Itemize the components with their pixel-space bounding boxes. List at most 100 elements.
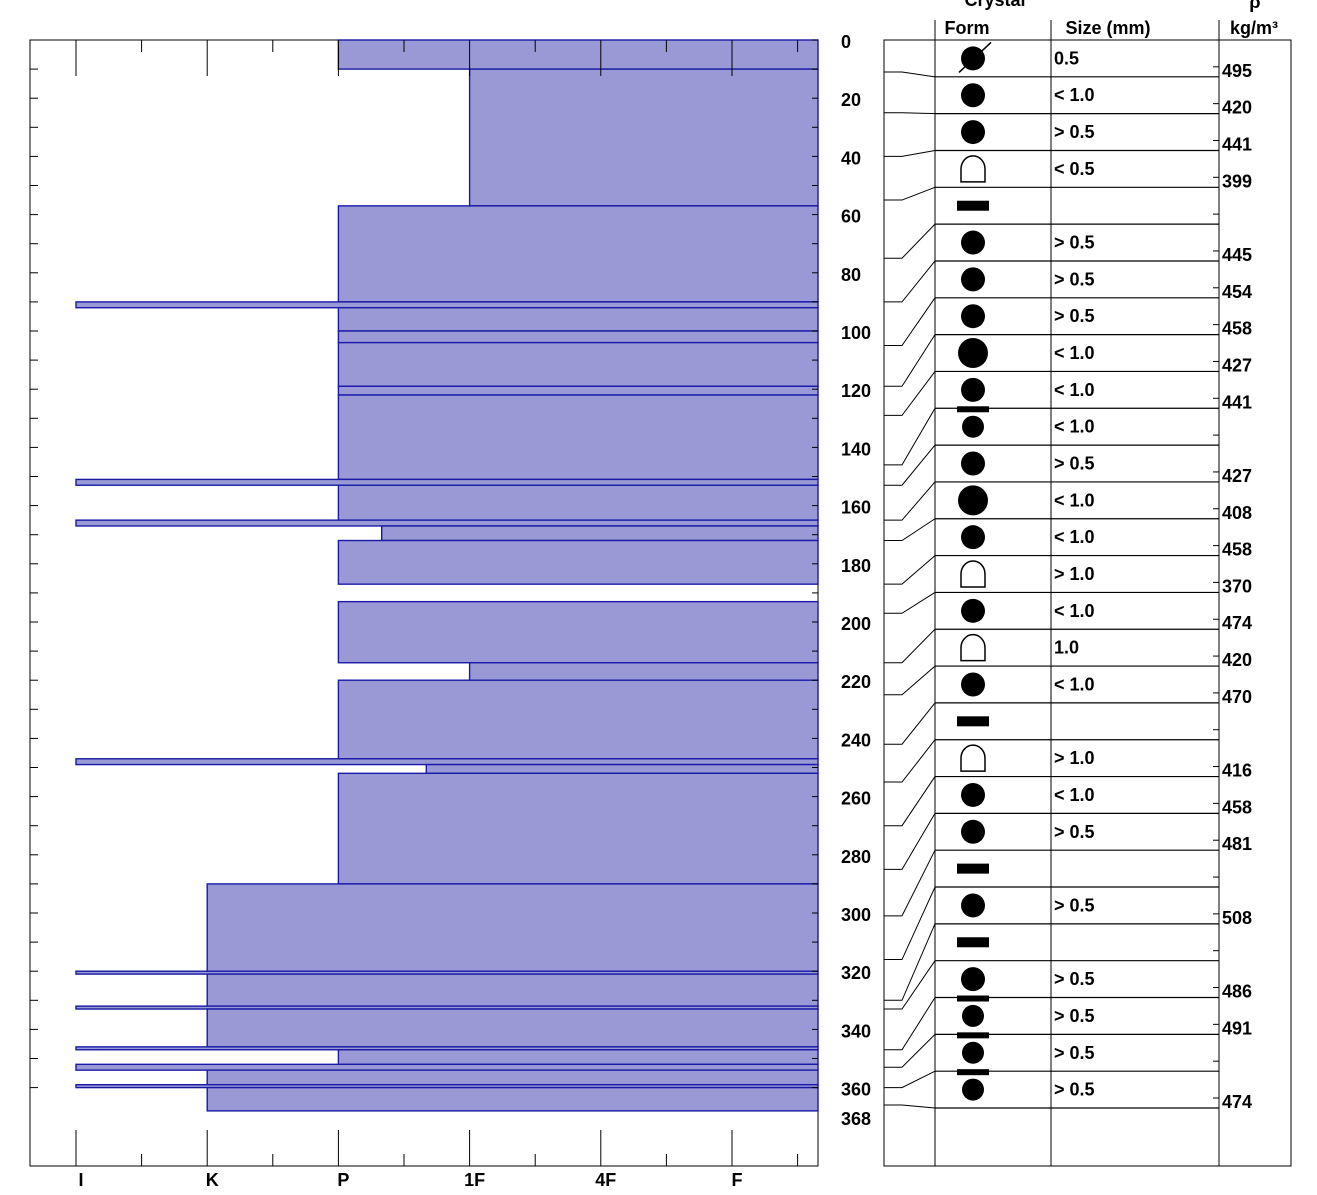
crystal-round-icon: [961, 598, 985, 623]
hardness-tick-label: I: [78, 1170, 83, 1190]
depth-tick-label: 40: [841, 148, 861, 168]
depth-tick-label: 60: [841, 207, 861, 227]
crystal-round-icon: [961, 525, 985, 550]
depth-tick-label: 340: [841, 1021, 871, 1041]
hardness-panel: I K P 1F 4F F: [29, 39, 819, 1190]
layer-link-line: [884, 1104, 936, 1109]
crystal-depth-hoar-icon: [960, 155, 986, 183]
hardness-bar: [206, 973, 819, 1007]
crystal-round-icon: [961, 967, 985, 992]
depth-tick-label: 240: [841, 730, 871, 750]
crystal-bar-icon: [957, 1069, 989, 1076]
hardness-bar: [75, 758, 819, 766]
density-label: 474: [1222, 1092, 1252, 1112]
crystal-size-label: > 0.5: [1054, 969, 1095, 989]
hardness-bar: [468, 662, 819, 681]
hardness-bar: [337, 341, 819, 387]
table-header: Crystal Form Size (mm) ρ kg/m³: [945, 0, 1279, 38]
crystal-round-icon: [958, 338, 988, 369]
crystal-round-icon: [961, 120, 985, 145]
layer-link-line: [884, 997, 936, 1051]
crystal-round-icon: [961, 267, 985, 292]
crystal-depth-hoar-icon: [960, 560, 986, 588]
crystal-round-icon: [962, 1004, 984, 1027]
hardness-bar: [75, 301, 819, 309]
crystal-size-label: < 1.0: [1054, 527, 1095, 547]
hardness-bar: [206, 1069, 819, 1086]
crystal-size-label: < 1.0: [1054, 85, 1095, 105]
hardness-bar: [337, 772, 819, 885]
depth-tick-label: 140: [841, 439, 871, 459]
layer-link-line: [884, 555, 936, 585]
crystal-size-label: > 0.5: [1054, 233, 1095, 253]
crystal-round-icon: [962, 1078, 984, 1101]
layer-link-line: [884, 960, 936, 1010]
depth-tick-label: 368: [841, 1109, 871, 1129]
density-label: 427: [1222, 466, 1252, 486]
layer-link-line: [884, 886, 936, 961]
layer-link-line: [884, 481, 936, 521]
density-label: 420: [1222, 650, 1252, 670]
density-label: 370: [1222, 576, 1252, 596]
crystal-round-icon: [961, 451, 985, 476]
depth-tick-label: 280: [841, 847, 871, 867]
crystal-round-icon: [961, 672, 985, 697]
crystal-size-label: > 0.5: [1054, 306, 1095, 326]
crystal-size-label: 0.5: [1054, 48, 1079, 68]
depth-tick-label: 180: [841, 556, 871, 576]
crystal-bar-icon: [957, 716, 989, 727]
density-label: 458: [1222, 797, 1252, 817]
layer-link-line: [884, 702, 936, 745]
layer-link-line: [884, 1033, 936, 1068]
hardness-bar: [337, 1049, 819, 1066]
hardness-tick-label: 1F: [464, 1170, 485, 1190]
crystal-slash-icon: [958, 41, 992, 73]
hardness-bar: [337, 539, 819, 585]
crystal-round-icon: [961, 819, 985, 844]
crystal-size-label: > 0.5: [1054, 895, 1095, 915]
layer-link-line: [884, 334, 936, 387]
depth-axis: 0 20 40 60 80 100 120 140 160 180 200 220 240 260 280 3…: [812, 32, 871, 1129]
layer-link-line: [884, 813, 936, 870]
crystal-depth-hoar-icon: [960, 744, 986, 772]
crystal-size-label: > 0.5: [1054, 822, 1095, 842]
crystal-round-icon: [961, 782, 985, 807]
crystal-size-label: > 0.5: [1054, 1006, 1095, 1026]
crystal-round-icon: [958, 485, 988, 516]
crystal-bar-icon: [957, 995, 989, 1002]
density-label: 508: [1222, 908, 1252, 928]
header-crystal: Crystal: [964, 0, 1025, 10]
hardness-bar: [337, 307, 819, 332]
depth-tick-label: 160: [841, 498, 871, 518]
density-label: 474: [1222, 613, 1252, 633]
crystal-bar-icon: [957, 863, 989, 874]
crystal-size-label: < 1.0: [1054, 380, 1095, 400]
crystal-bar-icon: [957, 200, 989, 211]
depth-tick-label: 260: [841, 789, 871, 809]
density-label: 441: [1222, 134, 1252, 154]
layer-link-line: [884, 923, 936, 1001]
header-rho: ρ: [1249, 0, 1260, 12]
hardness-bar: [380, 525, 819, 542]
layer-link-panel: [884, 71, 936, 1109]
hardness-bar: [75, 478, 819, 486]
crystal-size-label: < 1.0: [1054, 674, 1095, 694]
crystal-round-icon: [961, 230, 985, 255]
crystal-round-icon: [961, 83, 985, 108]
crystal-size-label: < 1.0: [1054, 417, 1095, 437]
hardness-tick-label: K: [206, 1170, 219, 1190]
crystal-size-label: 1.0: [1054, 638, 1079, 658]
depth-tick-label: 220: [841, 672, 871, 692]
density-label: 486: [1222, 982, 1252, 1002]
crystal-size-label: > 0.5: [1054, 269, 1095, 289]
hardness-bar: [337, 484, 819, 521]
crystal-size-label: < 1.0: [1054, 490, 1095, 510]
crystal-depth-hoar-icon: [960, 633, 986, 662]
crystal-size-label: > 0.5: [1054, 122, 1095, 142]
hardness-tick-label: P: [337, 1170, 349, 1190]
layer-link-line: [884, 665, 936, 696]
hardness-bar: [75, 1063, 819, 1071]
crystal-bar-icon: [957, 937, 989, 948]
